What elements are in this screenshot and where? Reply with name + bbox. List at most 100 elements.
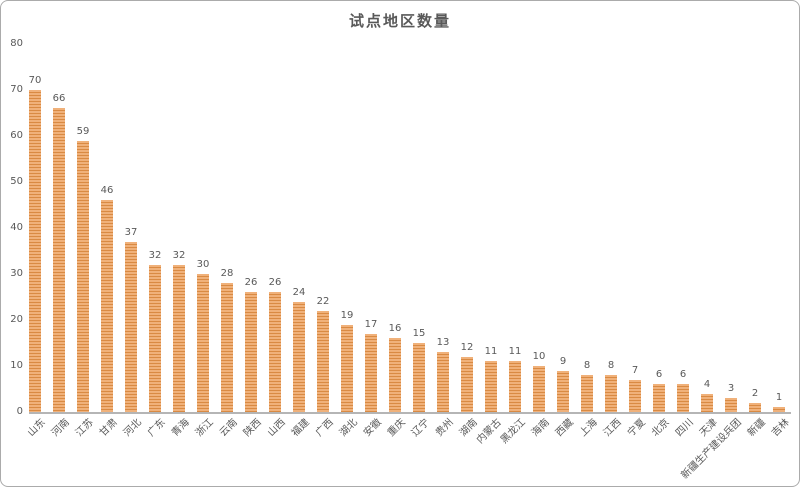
y-axis-tick-label: 70: [10, 84, 23, 95]
bar: [581, 375, 593, 412]
x-axis-category-label: 山西: [265, 417, 288, 439]
x-axis-category-label: 湖北: [337, 417, 360, 439]
bar-value-label: 32: [148, 250, 162, 261]
x-axis-category-label: 云南: [217, 417, 240, 439]
bar-value-label: 9: [559, 356, 567, 367]
bar: [485, 361, 497, 412]
y-axis-tick-label: 40: [10, 222, 23, 233]
y-axis-tick-label: 50: [10, 176, 23, 187]
y-axis-tick-label: 0: [16, 406, 23, 417]
x-axis-category-label: 河北: [121, 417, 144, 439]
bar-value-label: 15: [412, 328, 426, 339]
x-axis-category-label: 北京: [649, 417, 672, 439]
bar: [245, 292, 257, 412]
bar: [317, 311, 329, 412]
x-axis-category-label: 浙江: [193, 417, 216, 439]
x-axis-category-label: 上海: [577, 417, 600, 439]
x-axis-category-label: 内蒙古: [474, 417, 504, 446]
y-axis-tick-label: 10: [10, 360, 23, 371]
x-axis-line: [29, 412, 791, 414]
bar: [701, 394, 713, 412]
bar-value-label: 3: [727, 383, 735, 394]
bar-value-label: 16: [388, 323, 402, 334]
x-axis-category-label: 四川: [673, 417, 696, 439]
bar: [605, 375, 617, 412]
bar: [413, 343, 425, 412]
bar: [197, 274, 209, 412]
bar-value-label: 59: [76, 126, 90, 137]
bar-value-label: 7: [631, 365, 639, 376]
x-axis-category-label: 辽宁: [409, 417, 432, 439]
bar-value-label: 11: [484, 346, 498, 357]
bar: [53, 108, 65, 412]
bar: [173, 265, 185, 412]
x-axis-category-label: 吉林: [769, 417, 792, 439]
bar-value-label: 8: [607, 360, 615, 371]
bar: [221, 283, 233, 412]
bar: [101, 200, 113, 412]
x-axis-category-label: 安徽: [361, 417, 384, 439]
bar: [125, 242, 137, 412]
bar-value-label: 46: [100, 185, 114, 196]
x-axis-category-label: 甘肃: [97, 417, 120, 439]
bar: [461, 357, 473, 412]
bar: [749, 403, 761, 412]
x-axis-category-label: 青海: [169, 417, 192, 439]
bar: [29, 90, 41, 412]
bar: [149, 265, 161, 412]
bar-value-label: 22: [316, 296, 330, 307]
bar-value-label: 12: [460, 342, 474, 353]
x-axis-category-label: 江西: [601, 417, 624, 439]
bar: [293, 302, 305, 412]
x-axis-category-label: 海南: [529, 417, 552, 439]
x-axis-category-label: 江苏: [73, 417, 96, 439]
bar: [509, 361, 521, 412]
x-axis-category-label: 河南: [49, 417, 72, 439]
bar-value-label: 4: [703, 379, 711, 390]
bar: [677, 384, 689, 412]
bar-value-label: 32: [172, 250, 186, 261]
bar-value-label: 1: [775, 392, 783, 403]
bar: [557, 371, 569, 412]
bar: [533, 366, 545, 412]
bar-value-label: 37: [124, 227, 138, 238]
x-axis-category-label: 新疆: [745, 417, 768, 439]
x-axis-category-label: 贵州: [433, 417, 456, 439]
x-axis-category-label: 陕西: [241, 417, 264, 439]
bar-value-label: 19: [340, 310, 354, 321]
bar-value-label: 11: [508, 346, 522, 357]
y-axis-tick-label: 60: [10, 130, 23, 141]
bar-value-label: 70: [28, 75, 42, 86]
chart-title: 试点地区数量: [348, 12, 451, 30]
bar: [653, 384, 665, 412]
bar-value-label: 66: [52, 93, 66, 104]
x-axis-category-label: 黑龙江: [498, 417, 528, 446]
bar-value-label: 28: [220, 268, 234, 279]
x-axis-category-label: 山东: [25, 417, 48, 439]
x-axis-category-label: 重庆: [385, 417, 408, 439]
bar: [773, 407, 785, 412]
x-axis-category-label: 西藏: [553, 417, 576, 439]
bar-value-label: 6: [655, 369, 663, 380]
x-axis-category-label: 广西: [313, 417, 336, 439]
bar: [629, 380, 641, 412]
x-axis-category-label: 广东: [145, 417, 168, 439]
y-axis-tick-label: 20: [10, 314, 23, 325]
y-axis-tick-label: 30: [10, 268, 23, 279]
bar-value-label: 6: [679, 369, 687, 380]
x-axis-category-label: 宁夏: [625, 417, 648, 439]
bar: [365, 334, 377, 412]
bar: [437, 352, 449, 412]
bar-value-label: 10: [532, 351, 546, 362]
bar-value-label: 30: [196, 259, 210, 270]
bar-value-label: 13: [436, 337, 450, 348]
bar-value-label: 17: [364, 319, 378, 330]
bar: [341, 325, 353, 412]
x-axis-category-label: 福建: [289, 417, 312, 439]
bar-value-label: 26: [244, 277, 258, 288]
bar-value-label: 8: [583, 360, 591, 371]
bar: [389, 338, 401, 412]
y-axis-tick-label: 80: [10, 38, 23, 49]
